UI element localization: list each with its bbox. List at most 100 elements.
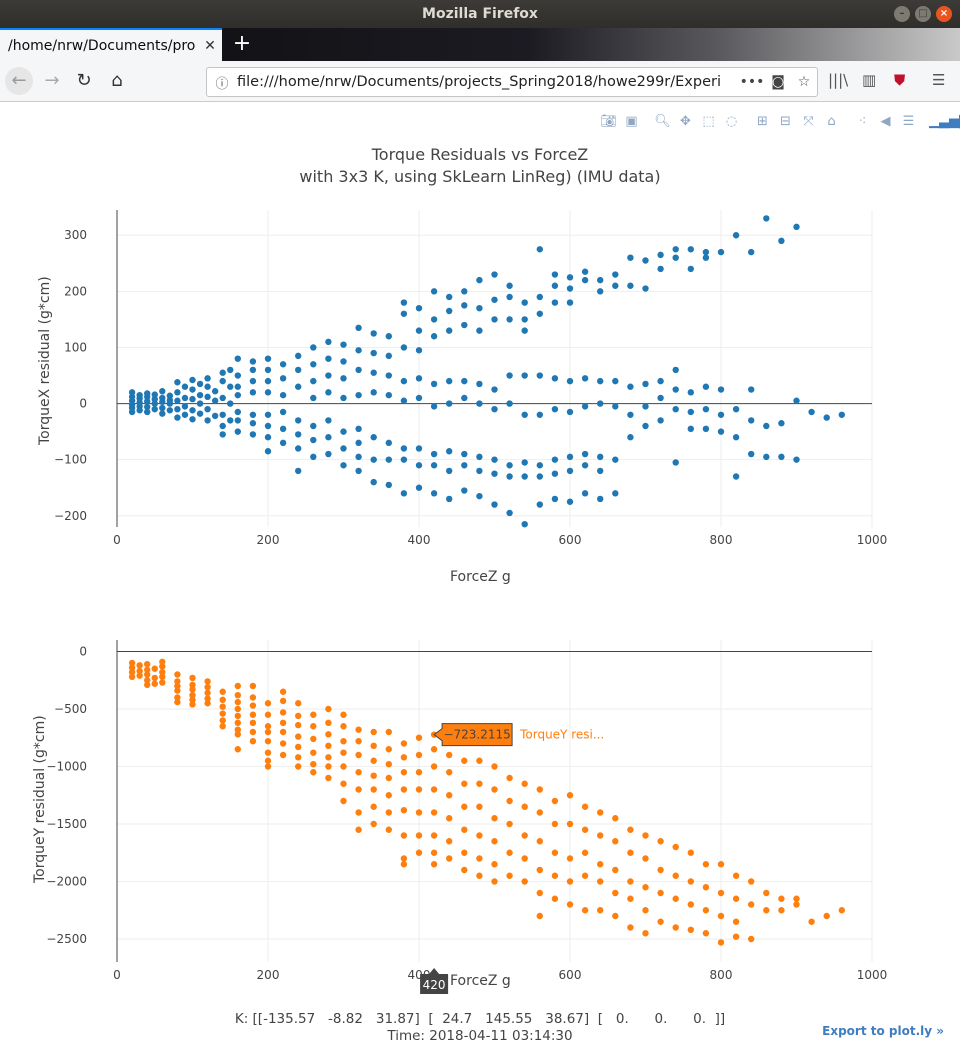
zoom-in-icon[interactable]: ⊞: [757, 114, 768, 129]
data-point[interactable]: [227, 417, 234, 424]
data-point[interactable]: [415, 769, 423, 776]
data-point[interactable]: [189, 681, 196, 689]
data-point[interactable]: [551, 375, 559, 382]
data-point[interactable]: [491, 786, 498, 793]
data-point[interactable]: [672, 459, 679, 466]
data-point[interactable]: [642, 403, 649, 410]
data-point[interactable]: [521, 780, 528, 787]
data-point[interactable]: [430, 490, 438, 497]
data-point[interactable]: [415, 786, 423, 793]
data-point[interactable]: [521, 372, 528, 379]
ublock-icon[interactable]: ⛊: [894, 71, 906, 89]
data-point[interactable]: [204, 700, 211, 707]
data-point[interactable]: [400, 861, 408, 868]
data-point[interactable]: [325, 417, 332, 424]
data-point[interactable]: [748, 878, 755, 885]
data-point[interactable]: [446, 327, 453, 334]
data-point[interactable]: [446, 400, 453, 407]
data-point[interactable]: [249, 420, 257, 427]
data-point[interactable]: [219, 696, 226, 703]
data-point[interactable]: [219, 411, 226, 418]
data-point[interactable]: [295, 763, 302, 770]
data-point[interactable]: [521, 855, 528, 862]
autoscale-icon[interactable]: ⤧: [803, 114, 814, 129]
data-point[interactable]: [642, 855, 649, 862]
data-point[interactable]: [310, 453, 317, 461]
data-point[interactable]: [476, 492, 483, 500]
data-point[interactable]: [732, 405, 740, 413]
data-point[interactable]: [136, 662, 143, 669]
data-point[interactable]: [763, 422, 770, 430]
data-point[interactable]: [279, 688, 287, 695]
data-point[interactable]: [400, 456, 408, 463]
data-point[interactable]: [491, 296, 498, 303]
forward-icon[interactable]: →: [44, 70, 60, 91]
data-point[interactable]: [249, 389, 257, 396]
data-point[interactable]: [340, 375, 347, 382]
data-point[interactable]: [597, 453, 604, 461]
data-point[interactable]: [249, 682, 257, 690]
data-point[interactable]: [227, 400, 234, 407]
data-point[interactable]: [566, 274, 574, 281]
data-point[interactable]: [838, 411, 845, 418]
data-point[interactable]: [295, 383, 302, 390]
hover-compare-icon[interactable]: ☰: [902, 114, 915, 129]
data-point[interactable]: [310, 377, 317, 385]
data-point[interactable]: [506, 372, 513, 379]
data-point[interactable]: [295, 366, 302, 374]
spike-lines-icon[interactable]: ⁖: [858, 114, 867, 129]
data-point[interactable]: [264, 723, 272, 730]
data-point[interactable]: [234, 705, 241, 713]
data-point[interactable]: [400, 786, 408, 793]
data-point[interactable]: [702, 425, 710, 433]
data-point[interactable]: [536, 293, 543, 301]
data-point[interactable]: [566, 498, 574, 505]
data-point[interactable]: [491, 470, 498, 477]
data-point[interactable]: [204, 678, 211, 685]
data-point[interactable]: [340, 763, 347, 770]
data-point[interactable]: [340, 797, 347, 805]
data-point[interactable]: [491, 316, 498, 323]
data-point[interactable]: [219, 723, 226, 730]
data-point[interactable]: [144, 681, 151, 689]
data-point[interactable]: [536, 246, 543, 253]
data-point[interactable]: [642, 257, 649, 264]
sidebar-icon[interactable]: ▥: [862, 71, 877, 89]
data-point[interactable]: [355, 751, 362, 759]
data-point[interactable]: [385, 792, 392, 799]
data-point[interactable]: [136, 391, 143, 399]
data-point[interactable]: [521, 473, 528, 480]
data-point[interactable]: [748, 248, 755, 256]
data-point[interactable]: [310, 711, 317, 718]
data-point[interactable]: [642, 832, 649, 839]
data-point[interactable]: [536, 786, 543, 793]
data-point[interactable]: [249, 366, 257, 374]
data-point[interactable]: [672, 366, 679, 374]
data-point[interactable]: [612, 815, 619, 822]
data-point[interactable]: [430, 832, 438, 839]
data-point[interactable]: [627, 878, 634, 885]
data-point[interactable]: [159, 673, 166, 680]
data-point[interactable]: [627, 254, 634, 261]
data-point[interactable]: [612, 866, 619, 874]
zoom-icon[interactable]: 🔍︎: [654, 114, 671, 129]
maximize-icon[interactable]: □: [915, 6, 931, 22]
data-point[interactable]: [521, 327, 528, 334]
data-point[interactable]: [748, 450, 755, 458]
data-point[interactable]: [823, 912, 830, 920]
data-point[interactable]: [340, 711, 347, 718]
data-point[interactable]: [642, 930, 649, 937]
data-point[interactable]: [657, 377, 664, 385]
data-point[interactable]: [136, 672, 143, 679]
data-point[interactable]: [159, 394, 166, 402]
data-point[interactable]: [808, 918, 815, 925]
data-point[interactable]: [763, 215, 770, 222]
data-point[interactable]: [415, 304, 423, 312]
menu-icon[interactable]: ☰: [932, 71, 946, 89]
data-point[interactable]: [128, 664, 136, 671]
data-point[interactable]: [612, 282, 619, 289]
data-point[interactable]: [355, 809, 362, 816]
data-point[interactable]: [234, 383, 241, 390]
data-point[interactable]: [687, 389, 694, 396]
data-point[interactable]: [174, 414, 181, 421]
